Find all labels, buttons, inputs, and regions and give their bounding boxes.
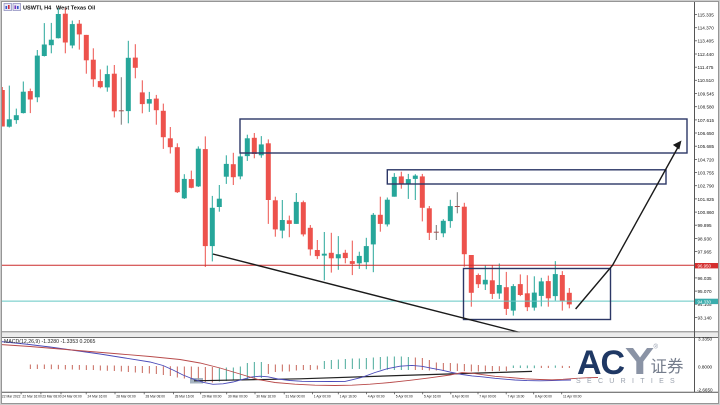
svg-text:1 Apr 00:00: 1 Apr 00:00 bbox=[314, 395, 331, 399]
svg-text:110.510: 110.510 bbox=[698, 78, 715, 83]
svg-text:105.685: 105.685 bbox=[698, 144, 715, 149]
svg-text:93.140: 93.140 bbox=[698, 315, 712, 320]
svg-text:MACD(12,26,9) -1.3280 -1.3353: MACD(12,26,9) -1.3280 -1.3353 0.2065 bbox=[4, 339, 96, 345]
svg-text:22 Mar 16:00: 22 Mar 16:00 bbox=[22, 395, 42, 399]
svg-text:30 Mar 00:00: 30 Mar 00:00 bbox=[228, 395, 248, 399]
svg-text:106.650: 106.650 bbox=[698, 131, 715, 136]
svg-text:94.105: 94.105 bbox=[698, 302, 712, 307]
svg-text:5 Apr 16:00: 5 Apr 16:00 bbox=[424, 395, 441, 399]
svg-text:98.930: 98.930 bbox=[698, 236, 712, 241]
svg-text:102.790: 102.790 bbox=[698, 184, 715, 189]
svg-text:109.545: 109.545 bbox=[698, 91, 715, 96]
svg-text:22 Mar 2022: 22 Mar 2022 bbox=[2, 395, 21, 399]
svg-text:99.895: 99.895 bbox=[698, 223, 712, 228]
svg-text:96.950: 96.950 bbox=[698, 264, 712, 269]
svg-text:96.035: 96.035 bbox=[698, 276, 712, 281]
svg-text:4 Apr 00:00: 4 Apr 00:00 bbox=[368, 395, 385, 399]
svg-text:11 Apr 00:00: 11 Apr 00:00 bbox=[563, 395, 582, 399]
svg-text:103.755: 103.755 bbox=[698, 170, 715, 175]
svg-text:104.720: 104.720 bbox=[698, 157, 715, 162]
svg-text:31 Mar 00:00: 31 Mar 00:00 bbox=[286, 395, 306, 399]
svg-text:3.3350: 3.3350 bbox=[698, 336, 712, 341]
svg-text:USWTI, H4 West Texas Oil: USWTI, H4 West Texas Oil bbox=[23, 5, 96, 11]
svg-text:®: ® bbox=[654, 344, 659, 351]
svg-text:证券: 证券 bbox=[651, 357, 685, 376]
svg-text:113.405: 113.405 bbox=[698, 39, 715, 44]
svg-text:6 Apr 00:00: 6 Apr 00:00 bbox=[452, 395, 469, 399]
svg-text:1 Apr 16:00: 1 Apr 16:00 bbox=[340, 395, 357, 399]
svg-text:114.370: 114.370 bbox=[698, 26, 715, 31]
svg-text:SECURITIES: SECURITIES bbox=[576, 378, 681, 385]
svg-text:7 Apr 16:00: 7 Apr 16:00 bbox=[508, 395, 525, 399]
svg-text:24 Mar 00:00: 24 Mar 00:00 bbox=[62, 395, 82, 399]
svg-text:97.965: 97.965 bbox=[698, 250, 712, 255]
svg-text:115.335: 115.335 bbox=[698, 12, 715, 17]
svg-text:28 Mar 00:00: 28 Mar 00:00 bbox=[116, 395, 136, 399]
svg-text:8 Apr 00:00: 8 Apr 00:00 bbox=[535, 395, 552, 399]
svg-text:101.825: 101.825 bbox=[698, 197, 715, 202]
svg-text:95.070: 95.070 bbox=[698, 289, 712, 294]
svg-text:112.440: 112.440 bbox=[698, 52, 715, 57]
svg-text:30 Mar 16:00: 30 Mar 16:00 bbox=[256, 395, 276, 399]
svg-text:5 Apr 00:00: 5 Apr 00:00 bbox=[396, 395, 413, 399]
svg-text:107.615: 107.615 bbox=[698, 118, 715, 123]
svg-text:28 Mar 16:00: 28 Mar 16:00 bbox=[175, 395, 195, 399]
svg-text:29 Mar 00:00: 29 Mar 00:00 bbox=[202, 395, 222, 399]
svg-text:24 Mar 16:00: 24 Mar 16:00 bbox=[88, 395, 108, 399]
svg-text:108.580: 108.580 bbox=[698, 105, 715, 110]
svg-text:28 Mar 08:00: 28 Mar 08:00 bbox=[146, 395, 166, 399]
svg-text:7 Apr 00:00: 7 Apr 00:00 bbox=[479, 395, 496, 399]
svg-text:0.8000: 0.8000 bbox=[698, 365, 712, 370]
svg-text:94.330: 94.330 bbox=[698, 299, 712, 304]
svg-text:23 Mar 08:00: 23 Mar 08:00 bbox=[42, 395, 62, 399]
svg-text:-2.6650: -2.6650 bbox=[697, 388, 713, 393]
svg-text:AC: AC bbox=[577, 344, 625, 382]
svg-text:111.475: 111.475 bbox=[698, 65, 714, 70]
svg-text:100.860: 100.860 bbox=[698, 210, 715, 215]
